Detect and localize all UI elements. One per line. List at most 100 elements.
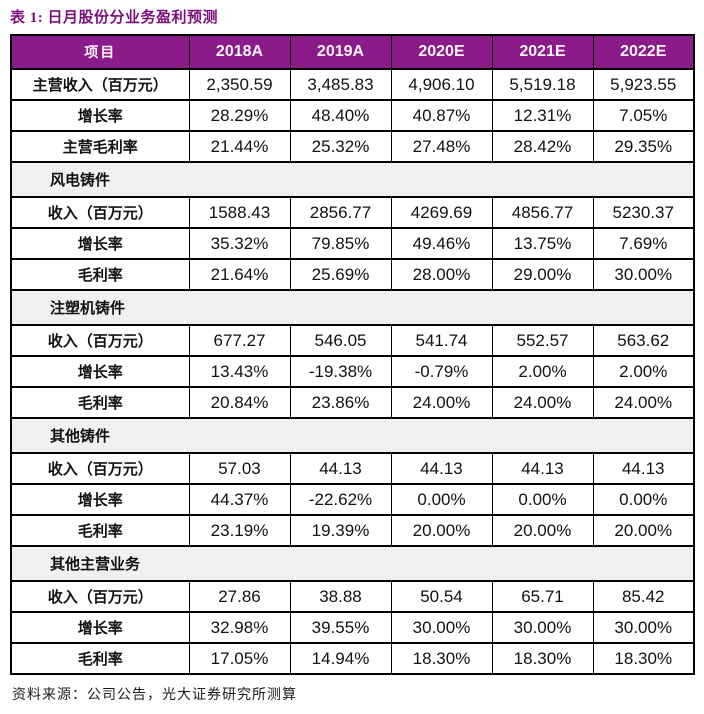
cell: 28.00% bbox=[390, 258, 492, 290]
cell: 49.46% bbox=[390, 227, 492, 259]
cell: 14.94% bbox=[289, 642, 391, 674]
cell: 4856.77 bbox=[491, 196, 593, 228]
cell: 12.31% bbox=[491, 99, 593, 131]
header-row: 项目 2018A 2019A 2020E 2021E 2022E bbox=[11, 35, 694, 70]
cell: 677.27 bbox=[188, 324, 290, 356]
cell: 79.85% bbox=[289, 227, 391, 259]
cell: 2.00% bbox=[491, 355, 593, 387]
row-label-growth: 增长率 bbox=[11, 99, 189, 131]
col-header-2018A: 2018A bbox=[188, 35, 290, 70]
row-label-growth: 增长率 bbox=[11, 483, 189, 515]
cell: 32.98% bbox=[188, 611, 290, 643]
row-label-gross-margin: 毛利率 bbox=[11, 386, 189, 418]
section-header-injection-molding-castings: 注塑机铸件 bbox=[11, 289, 694, 325]
col-header-2019A: 2019A bbox=[289, 35, 391, 70]
cell: 38.88 bbox=[289, 580, 391, 612]
cell: 17.05% bbox=[188, 642, 290, 674]
col-header-2021E: 2021E bbox=[491, 35, 593, 70]
cell: 30.00% bbox=[390, 611, 492, 643]
table-row: 毛利率 23.19% 19.39% 20.00% 20.00% 20.00% bbox=[11, 514, 694, 546]
cell: 44.13 bbox=[289, 452, 391, 484]
table-row: 增长率 35.32% 79.85% 49.46% 13.75% 7.69% bbox=[11, 227, 694, 259]
row-label-revenue: 收入（百万元） bbox=[11, 452, 189, 484]
table-row: 增长率 44.37% -22.62% 0.00% 0.00% 0.00% bbox=[11, 483, 694, 515]
cell: 44.13 bbox=[390, 452, 492, 484]
row-label-growth: 增长率 bbox=[11, 355, 189, 387]
cell: 5,923.55 bbox=[592, 68, 694, 100]
cell: 27.86 bbox=[188, 580, 290, 612]
cell: 28.29% bbox=[188, 99, 290, 131]
section-header-other-castings: 其他铸件 bbox=[11, 417, 694, 453]
table-row: 收入（百万元） 1588.43 2856.77 4269.69 4856.77 … bbox=[11, 196, 694, 228]
cell: 4269.69 bbox=[390, 196, 492, 228]
cell: 24.00% bbox=[491, 386, 593, 418]
cell: 23.86% bbox=[289, 386, 391, 418]
cell: 18.30% bbox=[592, 642, 694, 674]
cell: 50.54 bbox=[390, 580, 492, 612]
cell: 20.00% bbox=[491, 514, 593, 546]
cell: 18.30% bbox=[390, 642, 492, 674]
table-row: 收入（百万元） 57.03 44.13 44.13 44.13 44.13 bbox=[11, 452, 694, 484]
table-row: 毛利率 20.84% 23.86% 24.00% 24.00% 24.00% bbox=[11, 386, 694, 418]
cell: -19.38% bbox=[289, 355, 391, 387]
cell: 23.19% bbox=[188, 514, 290, 546]
cell: 2,350.59 bbox=[188, 68, 290, 100]
cell: 30.00% bbox=[491, 611, 593, 643]
col-header-2020E: 2020E bbox=[390, 35, 492, 70]
cell: 30.00% bbox=[592, 611, 694, 643]
col-header-2022E: 2022E bbox=[592, 35, 694, 70]
cell: 57.03 bbox=[188, 452, 290, 484]
source-note: 资料来源：公司公告，光大证券研究所测算 bbox=[12, 688, 297, 703]
cell: 25.32% bbox=[289, 130, 391, 162]
cell: 7.69% bbox=[592, 227, 694, 259]
row-label-gross-margin: 毛利率 bbox=[11, 642, 189, 674]
cell: 7.05% bbox=[592, 99, 694, 131]
cell: 35.32% bbox=[188, 227, 290, 259]
table-row: 增长率 28.29% 48.40% 40.87% 12.31% 7.05% bbox=[11, 99, 694, 131]
cell: 13.43% bbox=[188, 355, 290, 387]
cell: 44.13 bbox=[592, 452, 694, 484]
cell: -22.62% bbox=[289, 483, 391, 515]
cell: 27.48% bbox=[390, 130, 492, 162]
section-row: 其他主营业务 bbox=[11, 545, 694, 581]
cell: 18.30% bbox=[491, 642, 593, 674]
cell: 20.00% bbox=[390, 514, 492, 546]
cell: 24.00% bbox=[592, 386, 694, 418]
cell: 13.75% bbox=[491, 227, 593, 259]
row-label-growth: 增长率 bbox=[11, 611, 189, 643]
cell: 1588.43 bbox=[188, 196, 290, 228]
cell: 3,485.83 bbox=[289, 68, 391, 100]
row-label-gross-margin: 毛利率 bbox=[11, 258, 189, 290]
cell: 563.62 bbox=[592, 324, 694, 356]
cell: 20.00% bbox=[592, 514, 694, 546]
cell: 0.00% bbox=[491, 483, 593, 515]
cell: 2856.77 bbox=[289, 196, 391, 228]
row-label-revenue: 收入（百万元） bbox=[11, 580, 189, 612]
cell: 40.87% bbox=[390, 99, 492, 131]
section-header-other-main-business: 其他主营业务 bbox=[11, 545, 694, 581]
cell: 24.00% bbox=[390, 386, 492, 418]
cell: 65.71 bbox=[491, 580, 593, 612]
cell: 29.00% bbox=[491, 258, 593, 290]
section-row: 注塑机铸件 bbox=[11, 289, 694, 325]
section-row: 风电铸件 bbox=[11, 161, 694, 197]
table-caption: 表 1: 日月股份分业务盈利预测 bbox=[10, 10, 218, 26]
table-row: 主营毛利率 21.44% 25.32% 27.48% 28.42% 29.35% bbox=[11, 130, 694, 162]
cell: 85.42 bbox=[592, 580, 694, 612]
cell: 4,906.10 bbox=[390, 68, 492, 100]
cell: 44.13 bbox=[491, 452, 593, 484]
cell: 5,519.18 bbox=[491, 68, 593, 100]
cell: 5230.37 bbox=[592, 196, 694, 228]
cell: 541.74 bbox=[390, 324, 492, 356]
row-label-gross-margin: 毛利率 bbox=[11, 514, 189, 546]
table-row: 毛利率 21.64% 25.69% 28.00% 29.00% 30.00% bbox=[11, 258, 694, 290]
cell: 39.55% bbox=[289, 611, 391, 643]
cell: 25.69% bbox=[289, 258, 391, 290]
row-label-growth: 增长率 bbox=[11, 227, 189, 259]
table-row: 主营收入（百万元） 2,350.59 3,485.83 4,906.10 5,5… bbox=[11, 68, 694, 100]
cell: 44.37% bbox=[188, 483, 290, 515]
table-row: 收入（百万元） 677.27 546.05 541.74 552.57 563.… bbox=[11, 324, 694, 356]
row-label-gross-margin: 主营毛利率 bbox=[11, 130, 189, 162]
cell: 21.44% bbox=[188, 130, 290, 162]
